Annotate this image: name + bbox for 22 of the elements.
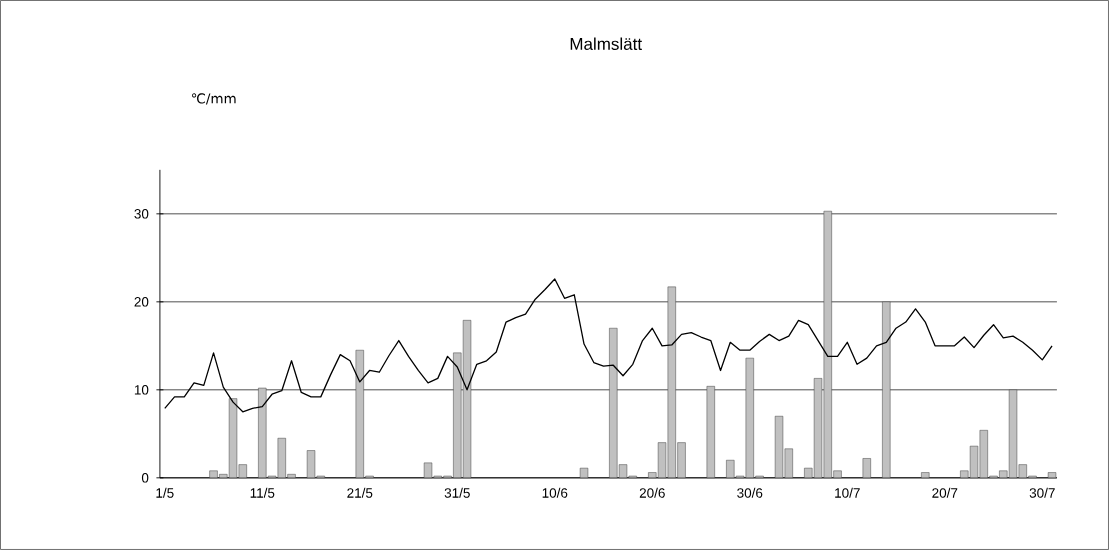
- x-tick-label: 30/7: [1029, 487, 1055, 498]
- x-tick-label: 20/7: [932, 487, 958, 498]
- x-tick-label: 1/5: [156, 487, 174, 498]
- y-tick-label: 30: [134, 209, 149, 219]
- y-tick-label: 20: [134, 297, 149, 307]
- bar: [862, 458, 871, 479]
- y-axis-title: ℃/mm: [192, 93, 236, 105]
- x-tick-label: 31/5: [444, 487, 470, 498]
- x-tick-label: 21/5: [347, 487, 373, 498]
- x-tick-label: 11/5: [250, 487, 275, 498]
- bar: [706, 386, 715, 479]
- bar: [921, 472, 930, 479]
- x-tick-label: 30/6: [737, 487, 763, 498]
- x-tick-label: 10/7: [835, 487, 860, 498]
- chart-title: Malmslätt: [570, 37, 642, 50]
- x-tick-label: 20/6: [639, 487, 665, 498]
- y-tick-label: 0: [141, 473, 149, 483]
- bar: [882, 301, 891, 479]
- x-tick-label: 10/6: [542, 487, 568, 498]
- y-tick-label: 10: [134, 385, 149, 395]
- bar: [579, 467, 589, 479]
- bar: [1047, 472, 1057, 479]
